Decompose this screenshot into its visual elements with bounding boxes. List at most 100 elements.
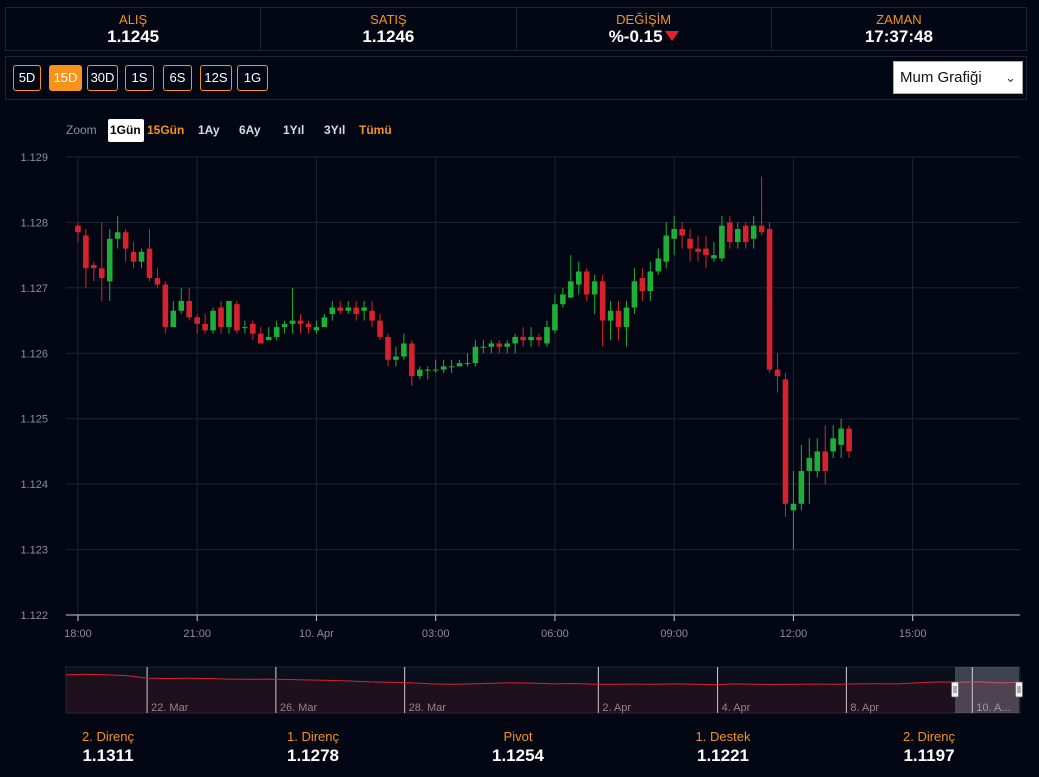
x-tick-label: 03:00 — [422, 628, 450, 640]
period-button-6s[interactable]: 6S — [163, 65, 192, 91]
candle-body — [790, 503, 797, 511]
period-button-12s[interactable]: 12S — [200, 65, 232, 91]
time-cell: ZAMAN 17:37:48 — [772, 8, 1026, 50]
candle-body — [409, 343, 415, 377]
zoom-button-5[interactable]: 3Yıl — [324, 123, 345, 137]
candle-body — [480, 346, 487, 348]
candle-body — [424, 369, 431, 371]
candle-body — [663, 235, 670, 262]
y-tick-label: 1.122 — [20, 610, 48, 622]
candle-body — [234, 304, 240, 331]
navigator[interactable]: 22. Mar 26. Mar 28. Mar 2. Apr 4. Apr 8. Apr 1… — [65, 666, 1023, 714]
candle-body — [774, 369, 781, 377]
period-toolbar: 5D 15D 30D 1S 6S 12S 1G Mum Grafiği ⌄ — [5, 56, 1027, 100]
candle-body — [146, 248, 153, 279]
navigator-date-label: 8. Apr — [850, 702, 879, 714]
candle-body — [257, 333, 264, 344]
candle-body — [639, 278, 646, 292]
price-chart[interactable]: Zoom 1Gün 15Gün 1Ay 6Ay 1Yıl 3Yıl Tümü 1.1291.… — [0, 110, 1039, 722]
candle-body — [440, 366, 447, 370]
candle-body — [623, 307, 630, 328]
resistance-1-value: 1.1278 — [287, 746, 339, 765]
period-button-15d[interactable]: 15D — [49, 65, 82, 91]
candle-body — [377, 320, 383, 337]
candle-body — [575, 271, 582, 285]
y-tick-label: 1.127 — [20, 283, 48, 295]
period-button-30d[interactable]: 30D — [87, 65, 118, 91]
candle-body — [210, 310, 216, 331]
zoom-button-0[interactable]: 1Gün — [110, 123, 141, 137]
period-button-1s[interactable]: 1S — [125, 65, 154, 91]
candle-body — [695, 248, 701, 252]
candle-body — [552, 304, 558, 331]
resistance-2-label: 2. Direnç — [81, 729, 135, 744]
period-button-1g[interactable]: 1G — [237, 65, 268, 91]
candle-body — [91, 264, 97, 269]
candle-body — [186, 300, 193, 318]
candle-body — [822, 451, 829, 472]
candle-body — [98, 268, 105, 279]
candle-body — [703, 248, 709, 256]
candle-body — [329, 307, 336, 315]
candle-body — [520, 336, 526, 341]
candle-body — [297, 320, 304, 324]
resistance-1-label: 1. Direnç — [286, 729, 340, 744]
chart-type-select-value: Mum Grafiği — [900, 69, 982, 86]
navigator-left-handle[interactable] — [951, 681, 959, 698]
navigator-window — [955, 667, 1019, 713]
navigator-date-label: 4. Apr — [722, 702, 751, 714]
candle-body — [448, 366, 455, 368]
candle-body — [655, 258, 662, 272]
candle-body — [615, 310, 622, 328]
candle-body — [766, 228, 773, 370]
zoom-button-6[interactable]: Tümü — [359, 123, 392, 137]
candle-body — [599, 281, 606, 321]
candle-body — [583, 271, 590, 295]
change-cell: DEĞİŞİM %-0.15 — [517, 8, 772, 50]
candle-body — [106, 238, 113, 282]
ask-cell: SATIŞ 1.1246 — [261, 8, 517, 50]
candle-body — [734, 228, 741, 243]
candle-body — [75, 225, 81, 233]
candle-body — [782, 379, 789, 504]
candle-body — [647, 271, 654, 292]
pivot-bar: 2. Direnç 1.1311 1. Direnç 1.1278 Pivot … — [0, 725, 1039, 771]
support-2-value: 1.1197 — [903, 746, 955, 765]
candle-body — [544, 327, 550, 344]
candle-body — [242, 327, 248, 329]
support-1-label: 1. Destek — [695, 729, 751, 744]
support-1-value: 1.1221 — [697, 746, 749, 765]
candle-body — [512, 336, 518, 344]
zoom-button-2[interactable]: 1Ay — [198, 123, 220, 137]
candle-body — [432, 369, 439, 371]
candle-body — [631, 281, 638, 308]
period-button-5d[interactable]: 5D — [13, 65, 41, 91]
x-tick-label: 21:00 — [183, 628, 211, 640]
zoom-button-4[interactable]: 1Yıl — [283, 123, 304, 137]
resistance-1-cell: 1. Direnç 1.1278 — [213, 729, 413, 767]
y-tick-label: 1.128 — [20, 217, 48, 229]
zoom-button-3[interactable]: 6Ay — [239, 123, 261, 137]
navigator-frame — [65, 666, 1021, 714]
candle-body — [742, 225, 749, 243]
bid-cell: ALIŞ 1.1245 — [6, 8, 262, 50]
zoom-button-1[interactable]: 15Gün — [147, 123, 184, 137]
candle-body — [313, 327, 320, 331]
candle-body — [750, 225, 757, 239]
candles — [75, 176, 852, 550]
navigator-date-label: 10. A... — [976, 702, 1010, 714]
candle-body — [496, 343, 503, 347]
candle-body — [536, 336, 542, 341]
bid-value: 1.1245 — [107, 26, 160, 46]
candle-body — [250, 323, 256, 334]
navigator-date-label: 22. Mar — [151, 702, 189, 714]
navigator-right-handle[interactable] — [1015, 681, 1023, 698]
x-tick-label: 18:00 — [64, 628, 92, 640]
candle-body — [361, 307, 367, 311]
chevron-down-icon: ⌄ — [1005, 70, 1016, 85]
x-tick-label: 15:00 — [899, 628, 927, 640]
candle-body — [202, 323, 208, 331]
chart-type-select[interactable]: Mum Grafiği ⌄ — [893, 61, 1023, 94]
quote-bar: ALIŞ 1.1245 SATIŞ 1.1246 DEĞİŞİM %-0.15 … — [5, 7, 1027, 51]
candle-body — [265, 336, 272, 341]
